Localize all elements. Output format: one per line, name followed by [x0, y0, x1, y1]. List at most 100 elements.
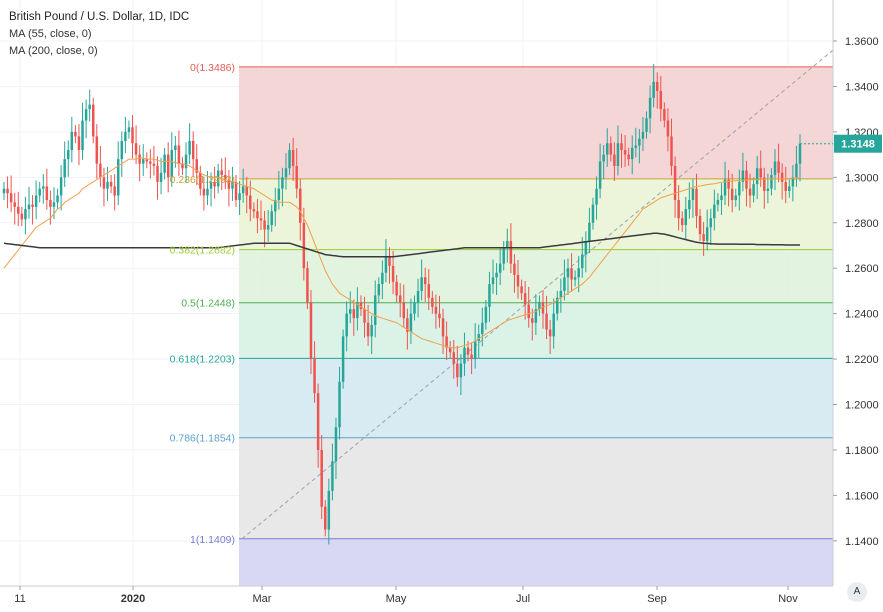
- candle-body: [759, 168, 762, 178]
- candle-body: [9, 193, 13, 203]
- candle-body: [363, 309, 366, 323]
- candle-body: [716, 200, 720, 205]
- chart-legend: British Pound / U.S. Dollar, 1D, IDC MA …: [9, 9, 189, 60]
- candle-body: [195, 159, 199, 173]
- candle-body: [541, 302, 545, 314]
- price-tick-label: 1.2400: [845, 309, 879, 321]
- time-tick-label: Nov: [778, 593, 798, 605]
- candle-body: [402, 302, 406, 319]
- candle-body: [145, 159, 149, 162]
- candle-body: [516, 275, 520, 287]
- fib-band: [239, 249, 833, 303]
- candle-body: [38, 188, 41, 196]
- candle-body: [663, 109, 666, 121]
- candle-body: [784, 181, 787, 191]
- time-tick-label: Sep: [647, 593, 667, 605]
- candle-body: [577, 268, 580, 278]
- candle-body: [202, 188, 206, 196]
- candle-body: [81, 120, 84, 151]
- candle-body: [388, 256, 391, 266]
- fib-level-label: 1(1.1409): [190, 534, 235, 546]
- candle-body: [698, 215, 702, 235]
- candle-body: [427, 284, 431, 298]
- candle-body: [645, 118, 648, 132]
- candle-body: [605, 143, 609, 155]
- candle-body: [655, 81, 659, 91]
- candle-body: [448, 347, 452, 353]
- candle-body: [481, 322, 484, 335]
- candle-body: [159, 172, 163, 182]
- candle-body: [445, 336, 448, 348]
- candle-body: [249, 195, 252, 210]
- candle-body: [27, 204, 31, 210]
- candle-body: [281, 177, 284, 189]
- candle-body: [630, 147, 634, 160]
- candle-body: [34, 195, 38, 207]
- candle-body: [209, 181, 213, 189]
- candle-body: [359, 302, 363, 310]
- candle-body: [102, 177, 106, 189]
- candle-body: [13, 202, 16, 207]
- candle-body: [341, 336, 345, 382]
- candle-body: [181, 163, 184, 169]
- candle-body: [309, 302, 313, 360]
- candle-body: [720, 195, 723, 201]
- candle-body: [91, 104, 95, 137]
- candle-body: [395, 281, 398, 296]
- fib-band: [239, 178, 833, 250]
- candle-body: [274, 200, 277, 212]
- candle-body: [166, 154, 170, 178]
- candle-body: [477, 334, 480, 341]
- candle-body: [420, 277, 423, 291]
- candle-body: [352, 309, 356, 319]
- candle-body: [777, 161, 780, 173]
- candle-body: [163, 154, 166, 173]
- candle-body: [256, 211, 259, 219]
- candle-body: [406, 318, 409, 332]
- candle-body: [377, 284, 381, 296]
- candle-body: [313, 359, 316, 394]
- candle-body: [766, 188, 770, 191]
- candle-body: [149, 161, 152, 164]
- candle-body: [138, 154, 141, 164]
- candle-body: [659, 90, 663, 110]
- price-tick-label: 1.1600: [845, 490, 879, 502]
- candle-body: [770, 175, 773, 189]
- fib-band: [239, 358, 833, 438]
- candle-body: [116, 159, 120, 196]
- candle-body: [695, 188, 698, 216]
- candle-body: [691, 188, 695, 201]
- candle-body: [373, 295, 377, 325]
- candle-body: [498, 263, 502, 273]
- candle-body: [723, 179, 727, 196]
- price-tick-label: 1.3600: [845, 36, 879, 48]
- candle-body: [534, 309, 538, 323]
- candle-body: [509, 240, 513, 264]
- candle-body: [177, 145, 181, 164]
- candle-body: [24, 209, 27, 220]
- candle-body: [124, 131, 127, 141]
- candles-group: [2, 64, 802, 545]
- candle-body: [456, 363, 459, 378]
- candle-body: [391, 265, 395, 282]
- time-tick-label: 11: [14, 593, 25, 605]
- candle-body: [95, 136, 99, 164]
- auto-scale-button[interactable]: A: [847, 582, 867, 602]
- last-price-label: 1.3148: [841, 139, 875, 151]
- candle-body: [270, 211, 273, 226]
- fib-level-label: 0(1.3486): [190, 62, 235, 74]
- candle-body: [527, 304, 530, 319]
- candle-body: [709, 218, 713, 228]
- candle-body: [345, 313, 348, 337]
- candle-body: [559, 290, 563, 298]
- candle-body: [416, 290, 420, 303]
- candle-body: [77, 136, 81, 151]
- candle-body: [673, 165, 677, 201]
- ma200-line: [3, 232, 800, 258]
- candle-body: [470, 354, 473, 360]
- price-tick-label: 1.2000: [845, 400, 879, 412]
- time-tick-label: Jul: [516, 593, 530, 605]
- candle-body: [788, 186, 791, 191]
- candle-body: [241, 186, 245, 194]
